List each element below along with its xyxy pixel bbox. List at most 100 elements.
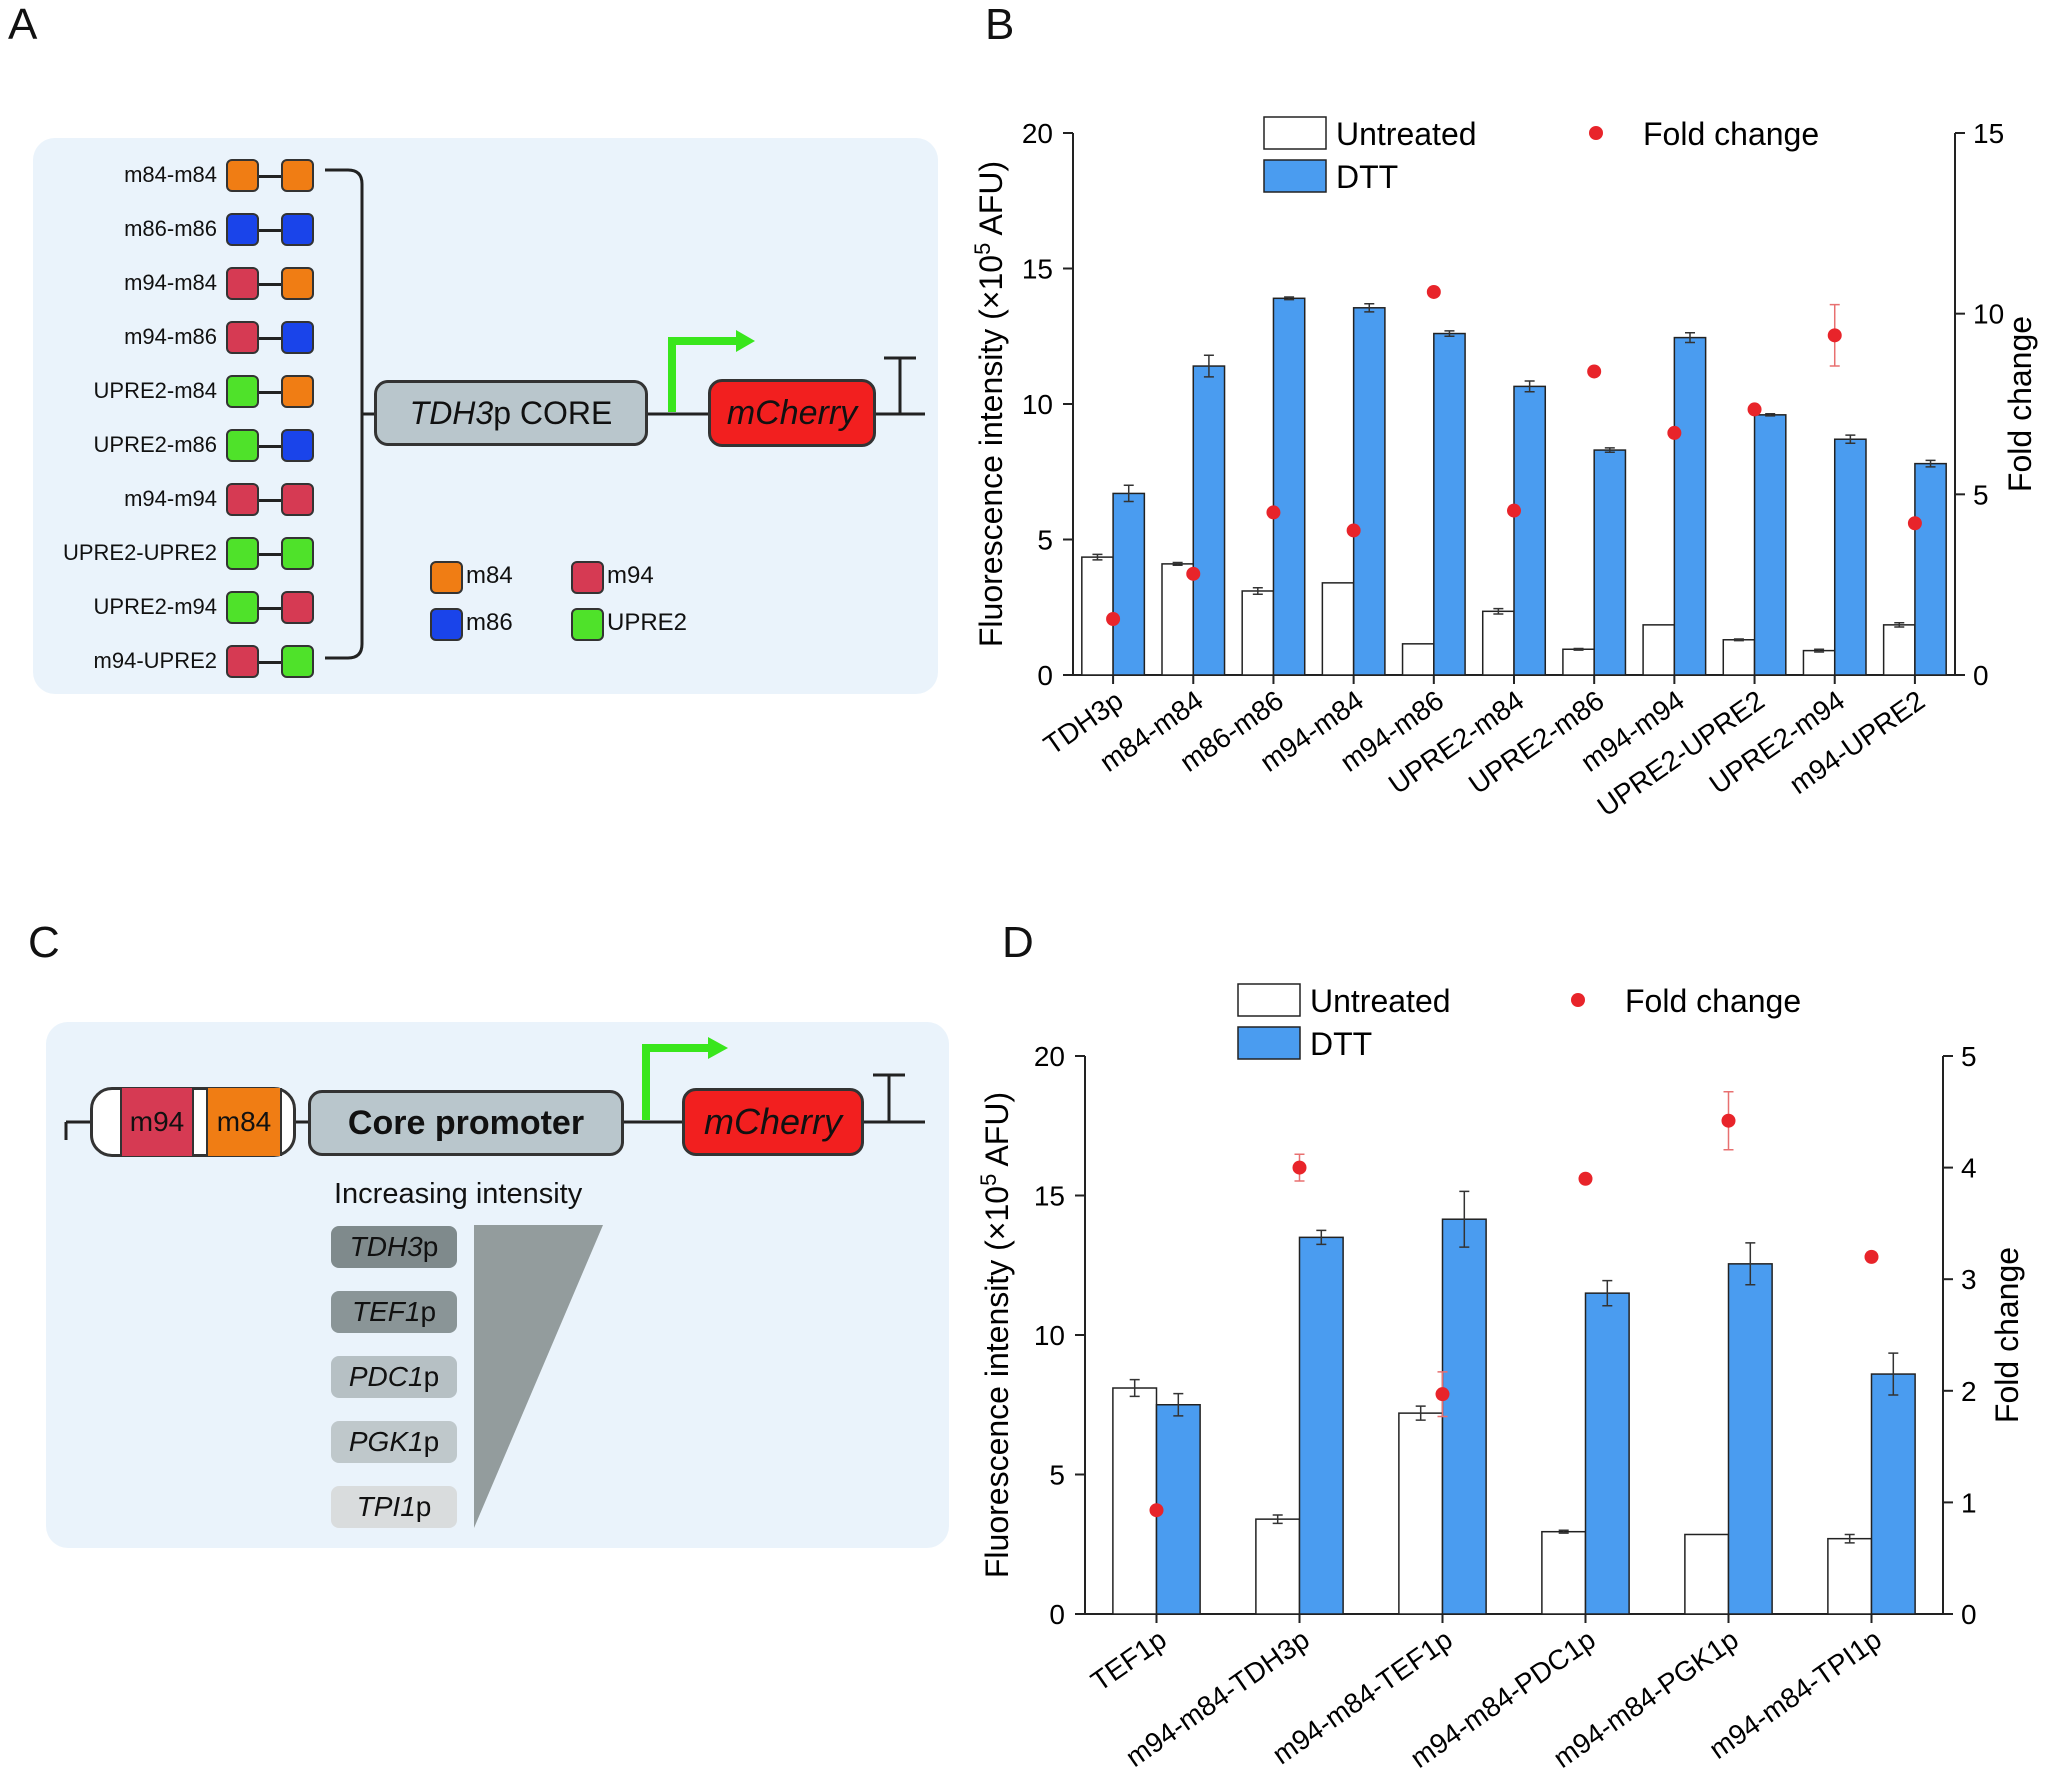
construct-label: m84-m84 — [124, 162, 217, 187]
construct-label: m94-m94 — [124, 486, 217, 511]
error-bar-untreated — [1493, 607, 1504, 615]
element-block-m84 — [226, 159, 259, 192]
fold-change-point — [1507, 503, 1521, 518]
promoter-chip: TPI1 p — [331, 1486, 457, 1528]
error-bar-dtt — [1845, 434, 1856, 445]
element-link — [259, 283, 281, 286]
bar-untreated — [1398, 1412, 1444, 1615]
error-bar-dtt — [1524, 380, 1535, 393]
element-block-m86 — [281, 213, 314, 246]
error-bar-dtt — [1604, 447, 1615, 453]
element-link — [259, 661, 281, 664]
element-block-m84 — [281, 375, 314, 408]
bar-dtt — [1298, 1236, 1344, 1615]
promoter-suffix: p — [423, 1426, 440, 1457]
y-tick-label: 5 — [1037, 525, 1053, 556]
legend-upre2-swatch — [571, 608, 604, 641]
y-right-tick-label: 1 — [1961, 1487, 1977, 1518]
promoter-suffix: p — [420, 1296, 437, 1327]
m84-block: m84 — [206, 1088, 282, 1156]
bar-dtt — [1112, 492, 1146, 676]
error-bar-dtt — [1316, 1229, 1327, 1246]
fold-change-point — [1149, 1503, 1164, 1518]
panel-label-b: B — [985, 0, 1015, 49]
bar-dtt — [1727, 1263, 1773, 1615]
element-block-m84 — [281, 159, 314, 192]
y-right-tick-label: 4 — [1961, 1153, 1977, 1184]
element-link — [259, 229, 281, 232]
bar-untreated — [1684, 1533, 1730, 1615]
element-block-m84 — [281, 267, 314, 300]
legend-fold-label: Fold change — [1625, 983, 1801, 1019]
element-block-UPRE2 — [226, 375, 259, 408]
legend-dtt-swatch — [1237, 1026, 1301, 1060]
promoter-name: TEF1 — [351, 1296, 421, 1327]
legend-m94-label: m94 — [607, 562, 654, 589]
y-right-tick-label: 3 — [1961, 1264, 1977, 1295]
element-block-m94 — [226, 483, 259, 516]
bar-dtt — [1870, 1373, 1916, 1615]
element-block-m94 — [226, 267, 259, 300]
y-tick-label: 15 — [1034, 1181, 1065, 1212]
fold-change-point — [1292, 1160, 1307, 1175]
bar-untreated — [1321, 582, 1355, 676]
construct-label: UPRE2-m94 — [93, 594, 217, 619]
core-italic-text: TDH3 — [409, 394, 494, 431]
bar-dtt — [1753, 414, 1787, 676]
error-bar-dtt — [1745, 1242, 1756, 1286]
y-right-axis-title: Fold change — [2002, 316, 2038, 492]
bar-untreated — [1722, 639, 1756, 676]
promoter-chip: TDH3 p — [331, 1226, 457, 1268]
y-tick-label: 15 — [1022, 254, 1053, 285]
fold-change-point — [1667, 425, 1682, 440]
fold-change-point — [1266, 505, 1281, 520]
y-tick-label: 20 — [1034, 1041, 1065, 1072]
y-tick-label: 5 — [1049, 1460, 1065, 1491]
y-right-tick-label: 0 — [1973, 660, 1989, 691]
increasing-intensity-label: Increasing intensity — [334, 1178, 583, 1210]
bar-untreated — [1827, 1537, 1873, 1615]
panel-label-a: A — [8, 0, 38, 49]
bar-untreated — [1541, 1530, 1587, 1615]
construct-label: m94-m84 — [124, 270, 217, 295]
error-bar-dtt — [1888, 1352, 1899, 1396]
tdh3p-core-box: TDH3 p CORE — [374, 380, 648, 446]
y-right-tick-label: 15 — [1973, 118, 2004, 149]
fold-change-point — [1747, 402, 1762, 417]
mcherry-label-c: mCherry — [703, 1101, 842, 1142]
error-bar-untreated — [1252, 586, 1263, 595]
element-block-m94 — [281, 591, 314, 624]
error-bar-untreated — [1415, 1405, 1426, 1421]
bar-untreated — [1481, 610, 1515, 676]
error-bar-dtt — [1173, 1392, 1184, 1417]
element-block-m94 — [281, 483, 314, 516]
error-bar-dtt — [1284, 296, 1295, 301]
y-tick-label: 10 — [1034, 1320, 1065, 1351]
bar-untreated — [1161, 563, 1195, 676]
y-axis-title: Fluorescence intensity (×105 AFU) — [976, 1092, 1015, 1578]
error-bar-dtt — [1459, 1190, 1470, 1248]
error-bar-untreated — [1733, 638, 1744, 642]
promoter-name: PDC1 — [348, 1361, 424, 1392]
y-right-axis-title: Fold change — [1989, 1247, 2025, 1423]
element-block-m86 — [281, 429, 314, 462]
error-bar-dtt — [1123, 484, 1134, 503]
element-link — [259, 499, 281, 502]
y-right-tick-label: 5 — [1961, 1041, 1977, 1072]
error-bar-dtt — [1685, 331, 1695, 344]
bar-dtt — [1192, 365, 1226, 676]
legend-m84-swatch — [430, 561, 463, 594]
fold-change-point — [1435, 1387, 1450, 1402]
legend-fold-marker — [1571, 993, 1585, 1007]
error-bar-dtt — [1765, 413, 1776, 417]
promoter-suffix: p — [415, 1491, 432, 1522]
element-block-m86 — [226, 213, 259, 246]
bar-untreated — [1401, 643, 1435, 676]
x-tick-label: TEF1p — [1085, 1624, 1172, 1698]
y-tick-label: 20 — [1022, 118, 1053, 149]
mcherry-label-a: mCherry — [726, 393, 858, 432]
legend-untreated-label: Untreated — [1310, 983, 1451, 1019]
fold-change-point — [1578, 1171, 1593, 1186]
y-tick-label: 10 — [1022, 389, 1053, 420]
